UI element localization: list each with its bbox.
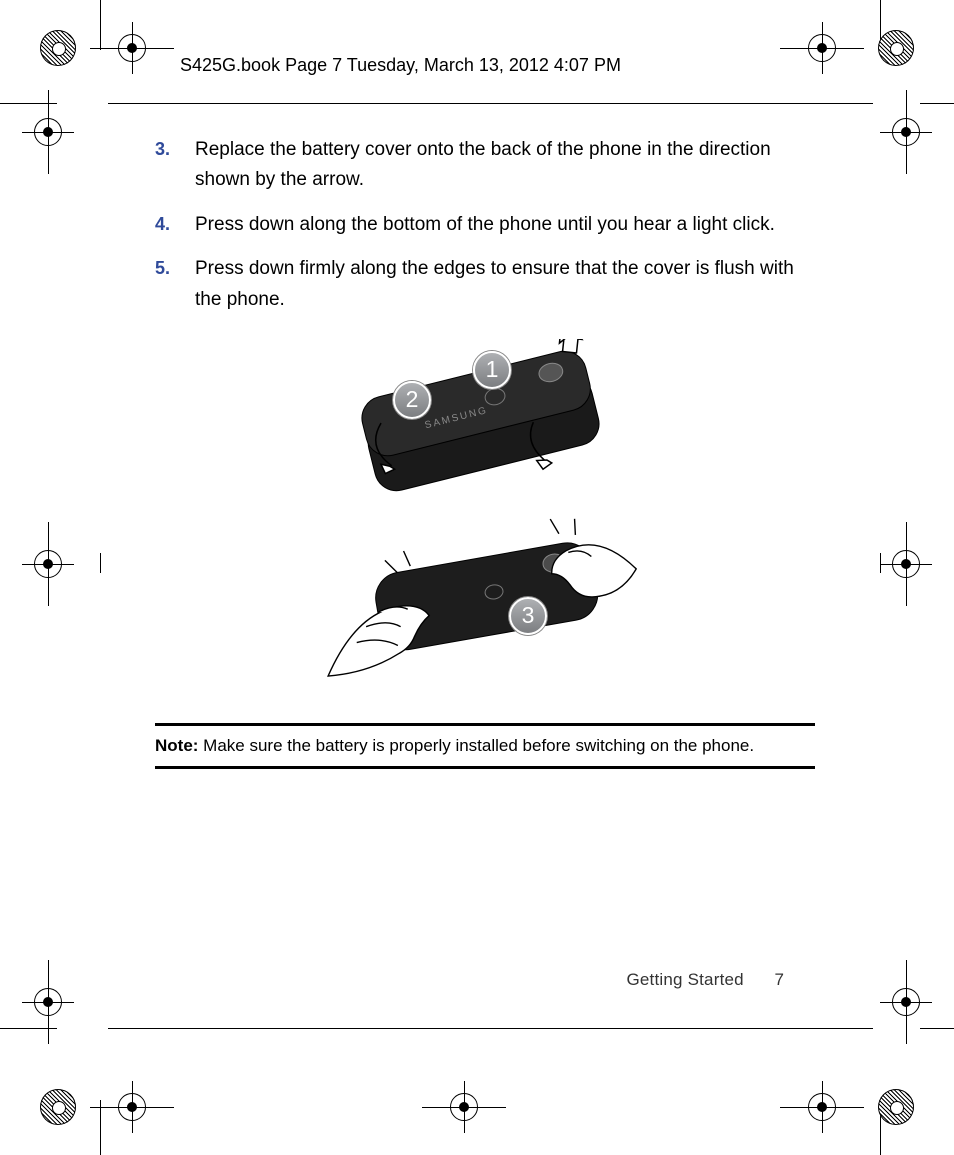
corner-mark-icon (40, 1089, 76, 1125)
registration-target-icon (892, 988, 920, 1016)
note-label: Note: (155, 736, 198, 755)
callout-badge: 2 (393, 381, 431, 419)
crop-mark (920, 103, 954, 104)
registration-target-icon (808, 34, 836, 62)
callout-badge: 1 (473, 351, 511, 389)
step-list: 3. Replace the battery cover onto the ba… (155, 135, 815, 315)
section-title: Getting Started (626, 970, 743, 989)
page-number: 7 (775, 970, 784, 989)
corner-mark-icon (878, 30, 914, 66)
battery-cover-figure: SAMSUNG (295, 329, 675, 709)
registration-target-icon (34, 988, 62, 1016)
crop-mark (920, 1028, 954, 1029)
registration-target-icon (118, 34, 146, 62)
note-text: Make sure the battery is properly instal… (198, 736, 754, 755)
step-text: Replace the battery cover onto the back … (195, 135, 815, 196)
crop-mark (100, 1100, 101, 1155)
book-stamp: S425G.book Page 7 Tuesday, March 13, 201… (180, 55, 621, 76)
registration-target-icon (450, 1093, 478, 1121)
step-number: 5. (155, 254, 195, 315)
step-text: Press down firmly along the edges to ens… (195, 254, 815, 315)
content-area: 3. Replace the battery cover onto the ba… (155, 135, 815, 769)
callout-badge: 3 (509, 597, 547, 635)
crop-mark (108, 103, 873, 104)
crop-mark (424, 1028, 440, 1029)
crop-mark (100, 553, 101, 573)
crop-mark (108, 1028, 873, 1029)
page-footer: Getting Started 7 (626, 970, 784, 990)
corner-mark-icon (878, 1089, 914, 1125)
list-item: 4. Press down along the bottom of the ph… (155, 210, 815, 240)
registration-target-icon (34, 550, 62, 578)
step-text: Press down along the bottom of the phone… (195, 210, 815, 240)
list-item: 5. Press down firmly along the edges to … (155, 254, 815, 315)
crop-mark (100, 0, 101, 50)
corner-mark-icon (40, 30, 76, 66)
registration-target-icon (118, 1093, 146, 1121)
manual-page: S425G.book Page 7 Tuesday, March 13, 201… (0, 0, 954, 1155)
list-item: 3. Replace the battery cover onto the ba… (155, 135, 815, 196)
note-block: Note: Make sure the battery is properly … (155, 723, 815, 769)
registration-target-icon (34, 118, 62, 146)
hands-press-illustration-icon (307, 499, 647, 699)
registration-target-icon (808, 1093, 836, 1121)
crop-mark (424, 103, 440, 104)
step-number: 3. (155, 135, 195, 196)
registration-target-icon (892, 550, 920, 578)
step-number: 4. (155, 210, 195, 240)
registration-target-icon (892, 118, 920, 146)
